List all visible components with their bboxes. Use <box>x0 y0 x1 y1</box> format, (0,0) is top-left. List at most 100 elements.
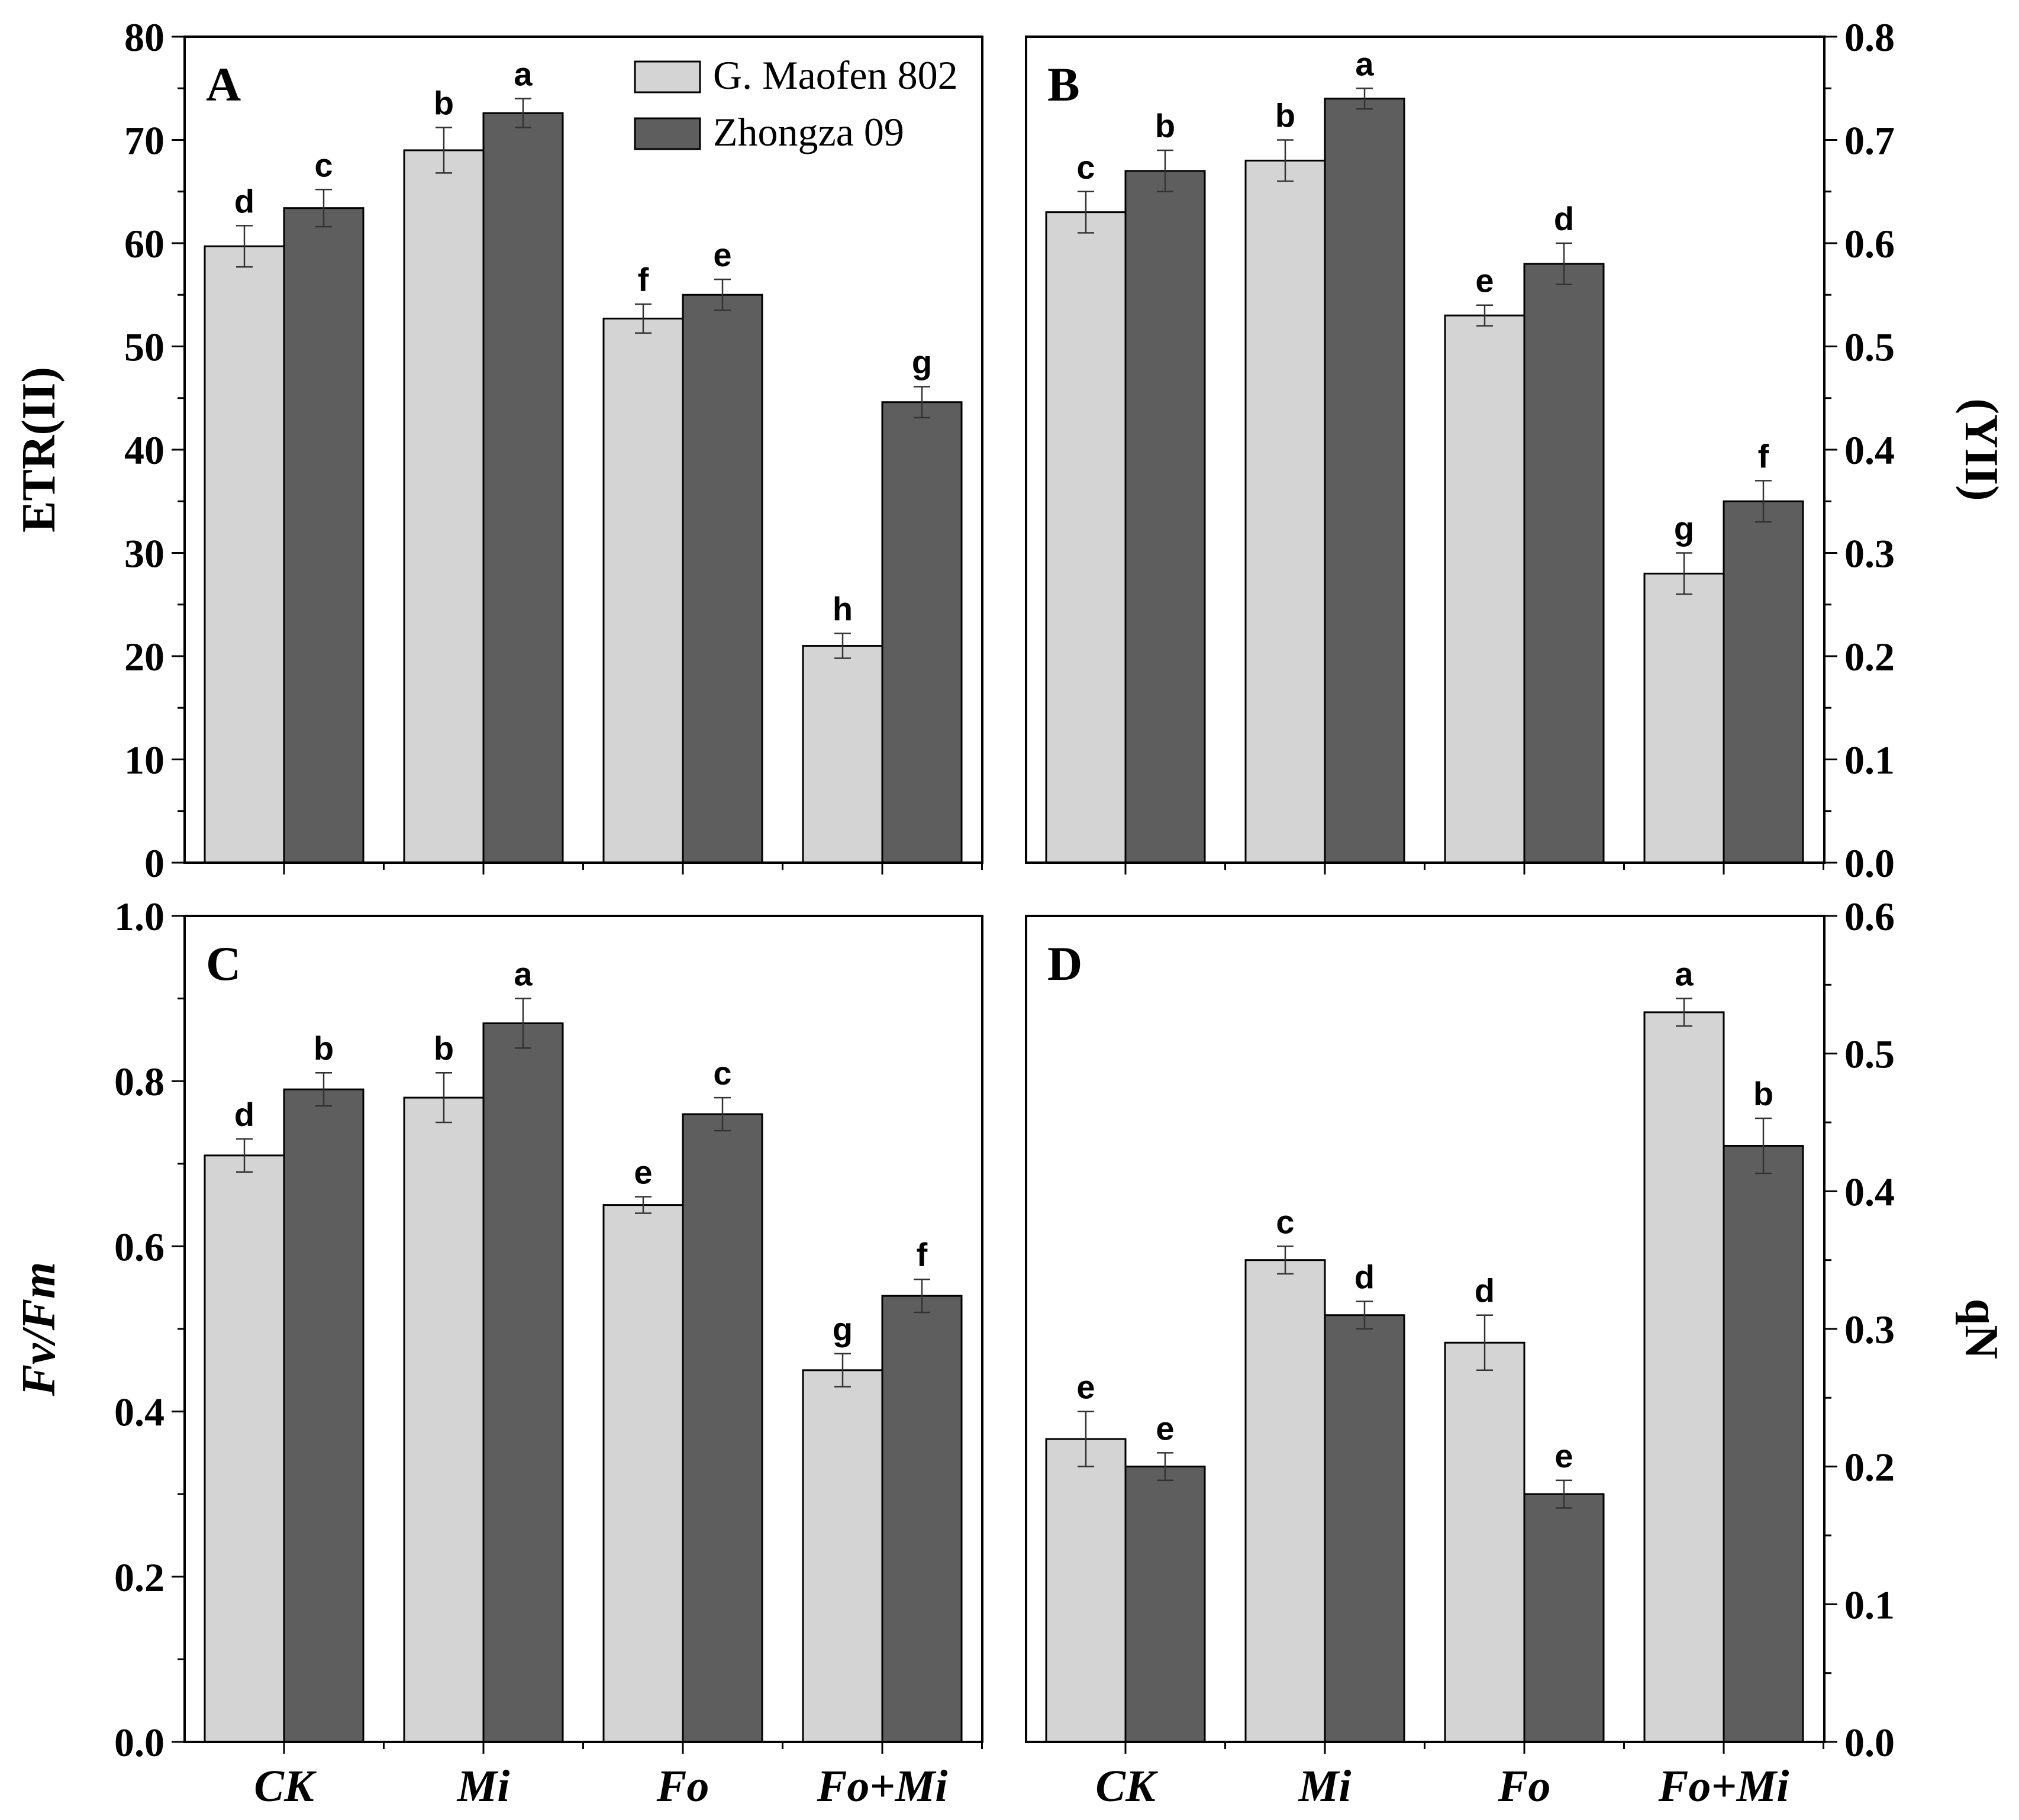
bar-b-mi-s2 <box>1324 98 1405 864</box>
panel-letter: C <box>206 937 241 990</box>
y-tick-label: 0.0 <box>1844 1720 1895 1765</box>
bar-c-mi-s2 <box>482 1022 564 1743</box>
bar-b-fo-s2 <box>1523 263 1605 864</box>
x-tick-label: CK <box>254 1761 317 1811</box>
significance-label: b <box>1753 1075 1773 1112</box>
bar-d-ck-s1 <box>1045 1438 1127 1743</box>
significance-label: g <box>912 344 932 381</box>
bar-b-foplusmi-s2 <box>1723 500 1804 864</box>
bar-b-foplusmi-s1 <box>1643 572 1725 864</box>
bar-c-fo-s2 <box>682 1113 763 1743</box>
bar-a-ck-s1 <box>204 245 285 864</box>
y-tick-label: 10 <box>124 738 165 783</box>
significance-label: a <box>514 56 533 93</box>
y-tick-label: 0.6 <box>1844 894 1895 939</box>
panel-d: e e CK c d Mi d e Fo a b Fo+Mi 0.0 0.1 0.2 0.3 0.4 0.5 0.6… <box>1025 894 2007 1811</box>
bar-a-mi-s2 <box>482 112 564 864</box>
bar-c-foplusmi-s1 <box>802 1369 883 1743</box>
bar-a-fo-s2 <box>682 293 763 864</box>
bar-c-ck-s1 <box>204 1154 285 1743</box>
significance-label: d <box>1554 200 1574 237</box>
bar-d-mi-s1 <box>1244 1259 1326 1743</box>
y-tick-label: 0.6 <box>114 1224 165 1269</box>
significance-label: d <box>234 182 254 220</box>
y-tick-label: 0.0 <box>114 1720 165 1765</box>
y-tick-label: 0.4 <box>114 1390 165 1435</box>
significance-label: g <box>1674 510 1694 547</box>
plot-frame <box>183 915 983 1743</box>
bar-b-mi-s1 <box>1244 159 1326 864</box>
x-tick-label: Fo <box>656 1761 709 1811</box>
legend: G. Maofen 802 Zhongza 09 <box>634 53 958 154</box>
panel-a: d c b a f e h g 0 10 20 30 40 50 60 70 80 A ETR(II) G. Maof… <box>13 15 983 886</box>
significance-label: b <box>314 1030 334 1067</box>
significance-label: e <box>1076 1369 1095 1406</box>
y-tick-label: 1.0 <box>114 894 165 939</box>
significance-label: e <box>713 236 731 273</box>
significance-label: f <box>917 1236 928 1273</box>
panel-letter: A <box>206 57 241 111</box>
plot-frame <box>183 36 983 864</box>
panel-b: c b b a e d g f 0.0 0.1 0.2 0.3 0.4 0.5 0.6 0.7 0.8 B (YII… <box>1025 15 2007 886</box>
bar-a-foplusmi-s1 <box>802 645 883 864</box>
bar-d-foplusmi-s1 <box>1643 1011 1725 1743</box>
legend-label-1: G. Maofen 802 <box>713 53 958 98</box>
y-tick-label: 0.1 <box>1844 1582 1895 1627</box>
y-tick-label: 0.8 <box>114 1059 165 1104</box>
significance-label: g <box>833 1311 853 1348</box>
bar-c-mi-s1 <box>403 1096 485 1743</box>
bar-d-fo-s1 <box>1444 1341 1525 1743</box>
panel-c: d b CK b a Mi e c Fo g f Fo+Mi 0.0 0.2 0.4 0.6 0.8 1.0 C Fv… <box>13 894 983 1811</box>
x-tick-label: Fo <box>1498 1761 1551 1811</box>
y-tick-label: 40 <box>124 428 165 473</box>
y-tick-label: 0.2 <box>1844 634 1895 679</box>
y-tick-label: 60 <box>124 221 165 266</box>
y-tick-label: 20 <box>124 634 165 679</box>
significance-label: c <box>1076 149 1095 186</box>
significance-label: f <box>638 261 649 298</box>
y-axis-title: qN <box>1955 1299 2007 1359</box>
y-axis-title: ETR(II) <box>13 367 65 533</box>
bar-d-ck-s2 <box>1124 1466 1206 1743</box>
y-tick-label: 0.8 <box>1844 15 1895 60</box>
y-tick-label: 0.4 <box>1844 1169 1895 1214</box>
bar-b-ck-s2 <box>1124 170 1206 864</box>
y-tick-label: 30 <box>124 531 165 576</box>
bar-a-mi-s1 <box>403 149 485 864</box>
panels-layer: d c b a f e h g 0 10 20 30 40 50 60 70 80 A ETR(II) G. Maof… <box>13 15 2007 1811</box>
significance-label: e <box>1475 262 1494 299</box>
significance-label: b <box>434 1030 454 1067</box>
bar-d-foplusmi-s2 <box>1723 1145 1804 1743</box>
bar-d-fo-s2 <box>1523 1493 1605 1743</box>
y-tick-label: 80 <box>124 15 165 60</box>
panel-letter: B <box>1047 57 1080 111</box>
legend-label-2: Zhongza 09 <box>713 109 904 154</box>
significance-label: a <box>1675 956 1694 993</box>
significance-label: e <box>1156 1409 1174 1447</box>
y-tick-label: 0.2 <box>114 1555 165 1600</box>
bar-c-foplusmi-s2 <box>881 1295 963 1743</box>
bar-a-fo-s1 <box>602 317 684 864</box>
y-tick-label: 0.0 <box>1844 841 1895 886</box>
x-tick-label: Mi <box>1298 1761 1352 1811</box>
significance-label: a <box>1355 45 1374 82</box>
significance-label: h <box>833 590 853 628</box>
legend-swatch-2 <box>634 117 701 150</box>
significance-label: f <box>1758 437 1769 475</box>
x-tick-label: Fo+Mi <box>817 1761 948 1811</box>
significance-label: d <box>1475 1272 1495 1309</box>
y-tick-label: 0.5 <box>1844 1032 1895 1077</box>
bar-b-fo-s1 <box>1444 314 1525 864</box>
significance-label: b <box>1155 107 1175 144</box>
y-tick-label: 50 <box>124 325 165 370</box>
x-tick-label: Fo+Mi <box>1658 1761 1789 1811</box>
significance-label: b <box>434 85 454 122</box>
bar-a-ck-s2 <box>283 207 365 864</box>
plot-frame <box>1025 36 1826 864</box>
y-tick-label: 70 <box>124 118 165 163</box>
significance-label: e <box>1554 1437 1573 1474</box>
plot-frame <box>1025 915 1826 1743</box>
panel-letter: D <box>1047 937 1082 990</box>
significance-label: b <box>1275 97 1295 134</box>
